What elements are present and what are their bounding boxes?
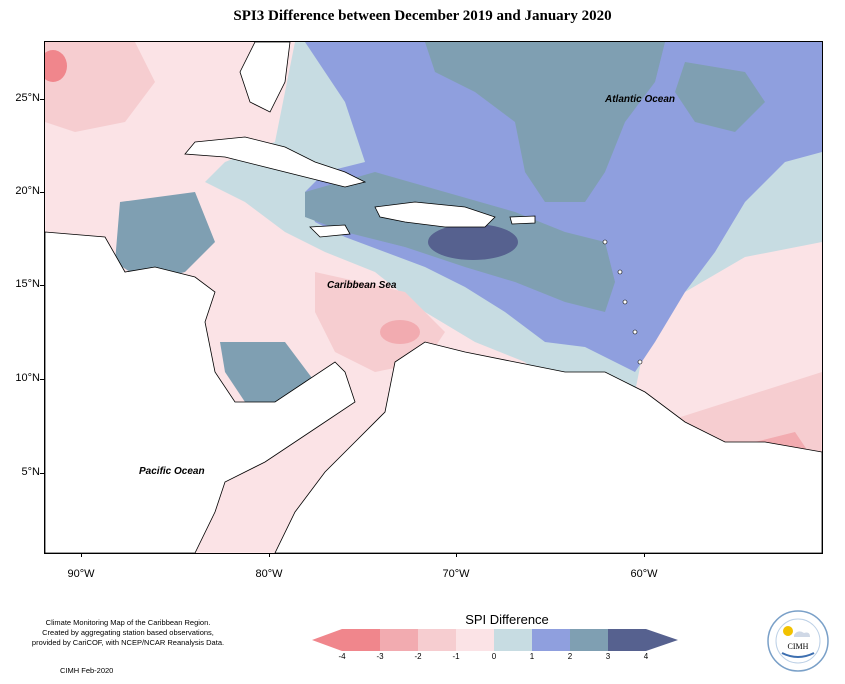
central-america-landmass: [45, 231, 356, 553]
lon-label-90w: 90°W: [67, 568, 95, 580]
western-very-wet-patch: [115, 192, 215, 282]
legend-tick-label: 2: [567, 652, 573, 661]
lon-tick: [81, 553, 82, 557]
caption-line: Created by aggregating station based obs…: [42, 628, 214, 637]
caption-line: Climate Monitoring Map of the Caribbean …: [45, 618, 211, 627]
map-panel: Atlantic Ocean Caribbean Sea Pacific Oce…: [44, 41, 823, 554]
legend-swatch: [418, 629, 456, 651]
deep-dry-northwest: [45, 50, 67, 82]
legend-tick-label: 4: [643, 652, 649, 661]
lat-tick: [40, 285, 44, 286]
legend-swatch: [570, 629, 608, 651]
legend-swatch: [342, 629, 380, 651]
logo-text: CIMH: [788, 642, 809, 651]
map-caption: Climate Monitoring Map of the Caribbean …: [8, 618, 248, 648]
legend-tick-label: 3: [605, 652, 611, 661]
atlantic-ocean-label: Atlantic Ocean: [605, 94, 676, 105]
credit-text: CIMH Feb-2020: [60, 666, 114, 675]
lat-label-25n: 25°N: [15, 92, 40, 104]
legend-tick-label: -4: [338, 652, 346, 661]
island: [637, 359, 643, 365]
very-wet-atlantic-region: [425, 42, 665, 202]
pacific-very-wet-patch: [220, 342, 315, 402]
very-wet-east-atlantic: [675, 62, 765, 132]
legend-title: SPI Difference: [465, 612, 549, 627]
dry-northwest: [45, 42, 155, 132]
legend-swatch: [532, 629, 570, 651]
lat-tick: [40, 379, 44, 380]
lon-label-60w: 60°W: [630, 568, 658, 580]
legend-swatch: [380, 629, 418, 651]
lat-tick: [40, 473, 44, 474]
lon-tick: [644, 553, 645, 557]
lon-tick: [456, 553, 457, 557]
lat-tick: [40, 99, 44, 100]
lat-label-15n: 15°N: [15, 278, 40, 290]
caption-line: provided by CariCOF, with NCEP/NCAR Rean…: [31, 638, 225, 647]
legend-arrow-right: [646, 629, 678, 651]
legend-arrow-left: [312, 629, 342, 651]
lon-label-70w: 70°W: [442, 568, 470, 580]
legend-tick-label: -3: [376, 652, 384, 661]
lat-label-5n: 5°N: [21, 466, 40, 478]
lon-tick: [269, 553, 270, 557]
pacific-ocean-label: Pacific Ocean: [139, 466, 205, 477]
caribbean-sea-label: Caribbean Sea: [327, 280, 397, 291]
island: [632, 329, 638, 335]
puerto-rico: [509, 215, 536, 225]
lat-label-10n: 10°N: [15, 372, 40, 384]
florida-peninsula: [239, 42, 291, 113]
legend-tick-label: -2: [414, 652, 422, 661]
island: [622, 299, 628, 305]
legend-tick-label: 0: [491, 652, 497, 661]
jamaica: [309, 224, 351, 238]
island: [617, 269, 623, 275]
extreme-wet-core: [428, 224, 518, 260]
legend-swatch: [456, 629, 494, 651]
lat-tick: [40, 192, 44, 193]
legend-swatch: [608, 629, 646, 651]
map-title: SPI3 Difference between December 2019 an…: [233, 8, 612, 24]
wet-region: [305, 42, 822, 372]
cuba: [184, 136, 367, 188]
south-america-landmass: [274, 341, 822, 553]
dry-caribbean-core: [380, 320, 420, 344]
lat-label-20n: 20°N: [15, 185, 40, 197]
cimh-logo: CIMH: [767, 610, 829, 672]
dry-caribbean-sea: [315, 272, 445, 372]
legend-colorbar: [312, 629, 678, 651]
lon-label-80w: 80°W: [255, 568, 283, 580]
spi-map-canvas: [45, 42, 822, 553]
legend-swatch: [494, 629, 532, 651]
hispaniola: [374, 201, 496, 228]
island: [602, 239, 608, 245]
legend-tick-label: 1: [529, 652, 535, 661]
legend-tick-label: -1: [452, 652, 460, 661]
